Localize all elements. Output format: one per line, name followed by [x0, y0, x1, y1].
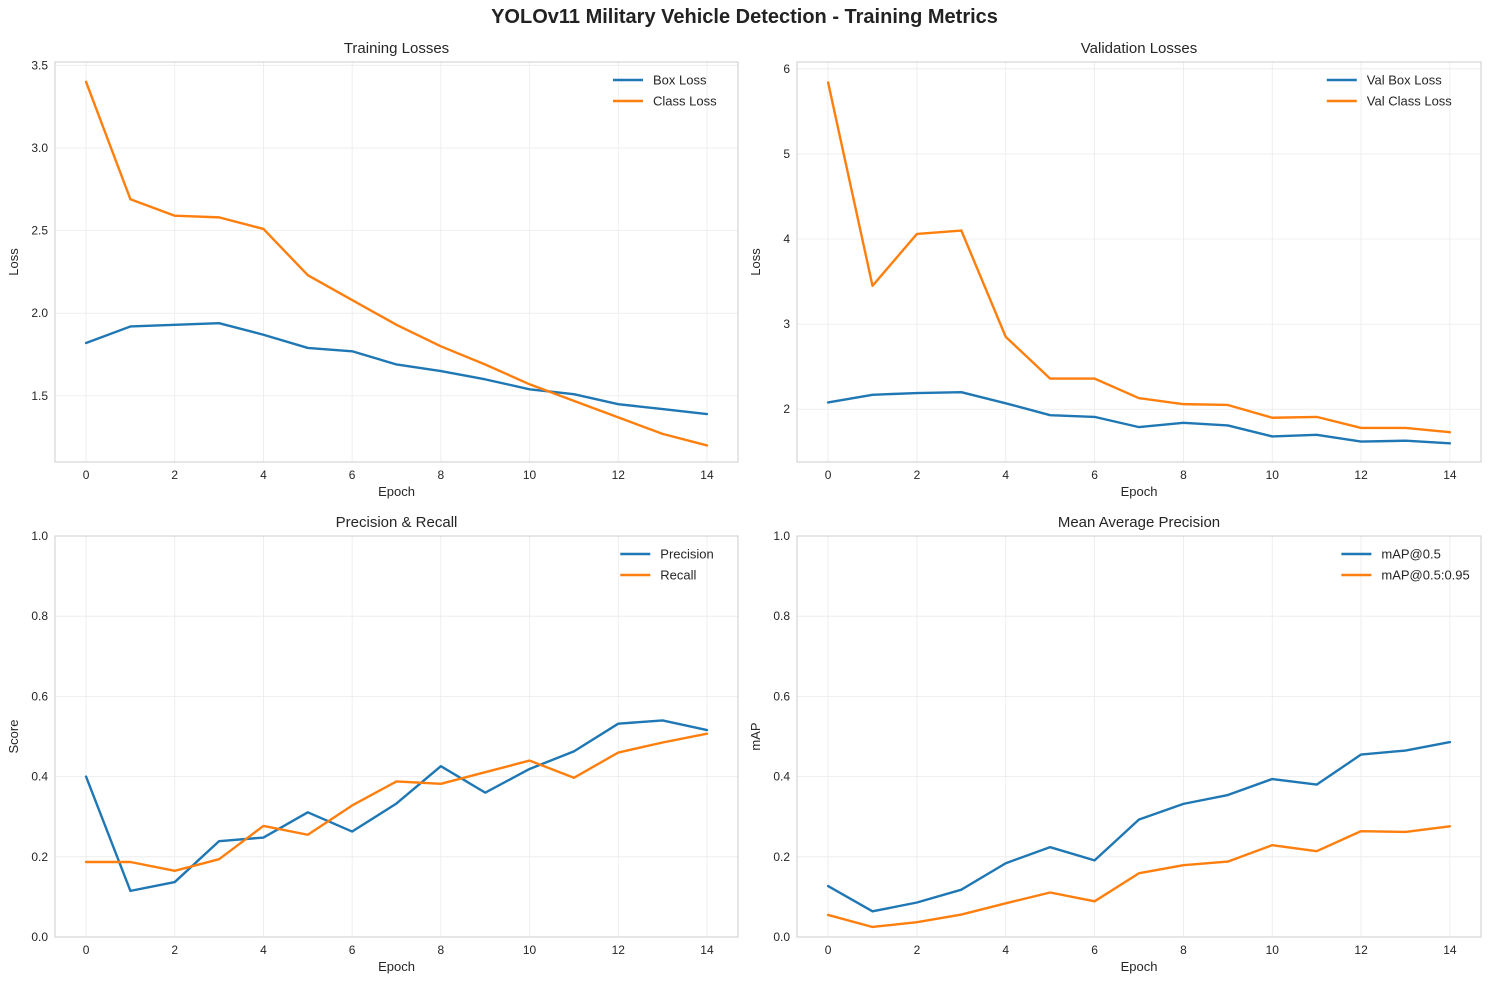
y-tick-label: 2.5 [31, 224, 48, 238]
y-tick-label: 1.5 [31, 389, 48, 403]
chart-title: Validation Losses [1081, 40, 1197, 57]
x-tick-label: 6 [349, 468, 356, 482]
x-tick-label: 4 [260, 468, 267, 482]
y-tick-label: 1.0 [31, 529, 48, 543]
chart-title: Mean Average Precision [1058, 514, 1220, 531]
x-tick-label: 12 [1354, 943, 1368, 957]
chart-panel-4: 0 2 4 6 8 10 12 14 0.0 0.2 0.4 0.6 0.8 1.0 Mean Averag… [748, 514, 1482, 974]
legend-label: Recall [660, 568, 696, 583]
y-axis-label: Loss [6, 248, 21, 276]
series-line-2 [84, 732, 709, 873]
plot-frame [54, 61, 739, 463]
y-tick-label: 1.0 [773, 529, 790, 543]
chart-panel-3: 0 2 4 6 8 10 12 14 0.0 0.2 0.4 0.6 0.8 1.0 Precision &… [6, 514, 739, 974]
y-tick-label: 0.8 [31, 609, 48, 623]
x-tick-label: 14 [700, 943, 714, 957]
legend-label: mAP@0.5 [1381, 547, 1440, 562]
x-axis-label: Epoch [1121, 484, 1158, 499]
x-tick-label: 0 [83, 468, 90, 482]
legend-label: Precision [660, 547, 713, 562]
y-axis-label: mAP [748, 722, 763, 750]
y-tick-label: 0.0 [31, 930, 48, 944]
y-tick-label: 0.0 [773, 930, 790, 944]
series-line-1 [826, 740, 1452, 913]
legend: Val Box Loss Val Class Loss [1326, 73, 1453, 109]
series-line-2 [826, 825, 1452, 929]
y-tick-label: 3 [783, 317, 790, 331]
chart-panel-2: 0 2 4 6 8 10 12 14 2 3 4 5 6 Validation Losses Epoch Lo… [748, 40, 1482, 499]
x-tick-label: 12 [1354, 468, 1368, 482]
legend: mAP@0.5 mAP@0.5:0.95 [1341, 547, 1470, 583]
series-line-1 [84, 719, 709, 893]
x-tick-label: 12 [612, 943, 626, 957]
y-tick-label: 3.5 [31, 58, 48, 72]
legend: Box Loss Class Loss [613, 73, 717, 109]
plot-frame [54, 535, 739, 938]
y-tick-label: 0.6 [31, 689, 48, 703]
series-line-2 [84, 80, 709, 447]
figure-title: YOLOv11 Military Vehicle Detection - Tra… [491, 6, 998, 28]
x-tick-label: 14 [1443, 468, 1457, 482]
x-tick-label: 10 [523, 943, 537, 957]
x-tick-label: 0 [83, 943, 90, 957]
x-tick-label: 14 [700, 468, 714, 482]
y-tick-label: 2.0 [31, 306, 48, 320]
x-tick-label: 0 [825, 943, 832, 957]
plot-frame [796, 535, 1482, 938]
legend-label: Val Class Loss [1367, 94, 1453, 109]
x-tick-label: 10 [1266, 943, 1280, 957]
x-tick-label: 8 [438, 943, 445, 957]
y-tick-label: 4 [783, 232, 790, 246]
legend-label: mAP@0.5:0.95 [1381, 568, 1469, 583]
x-tick-label: 6 [349, 943, 356, 957]
y-tick-label: 3.0 [31, 141, 48, 155]
y-tick-label: 0.2 [773, 850, 790, 864]
x-tick-label: 8 [438, 468, 445, 482]
x-tick-label: 2 [914, 468, 921, 482]
chart-title: Precision & Recall [336, 514, 458, 531]
x-tick-label: 0 [825, 468, 832, 482]
legend: Precision Recall [620, 547, 714, 583]
x-axis-label: Epoch [378, 959, 415, 974]
y-axis-label: Score [6, 720, 21, 754]
x-tick-label: 4 [1002, 468, 1009, 482]
x-tick-label: 6 [1091, 468, 1098, 482]
x-tick-label: 2 [171, 468, 178, 482]
x-tick-label: 10 [1266, 468, 1280, 482]
y-tick-label: 0.6 [773, 689, 790, 703]
y-tick-label: 5 [783, 147, 790, 161]
y-tick-label: 0.4 [773, 770, 790, 784]
y-tick-label: 0.2 [31, 850, 48, 864]
series-line-1 [84, 321, 709, 416]
series-line-2 [826, 81, 1452, 434]
x-tick-label: 12 [612, 468, 626, 482]
chart-panel-1: 0 2 4 6 8 10 12 14 1.5 2.0 2.5 3.0 3.5 Training Losse… [6, 40, 739, 499]
x-axis-label: Epoch [1121, 959, 1158, 974]
x-tick-label: 14 [1443, 943, 1457, 957]
x-tick-label: 6 [1091, 943, 1098, 957]
legend-label: Box Loss [653, 73, 707, 88]
x-axis-label: Epoch [378, 484, 415, 499]
plot-frame [796, 61, 1482, 463]
x-tick-label: 10 [523, 468, 537, 482]
x-tick-label: 4 [260, 943, 267, 957]
y-axis-label: Loss [748, 248, 763, 276]
x-tick-label: 8 [1180, 468, 1187, 482]
y-tick-label: 0.8 [773, 609, 790, 623]
x-tick-label: 2 [171, 943, 178, 957]
y-tick-label: 0.4 [31, 770, 48, 784]
legend-label: Class Loss [653, 94, 717, 109]
legend-label: Val Box Loss [1367, 73, 1442, 88]
x-tick-label: 2 [914, 943, 921, 957]
chart-title: Training Losses [344, 40, 449, 57]
y-tick-label: 2 [783, 402, 790, 416]
y-tick-label: 6 [783, 62, 790, 76]
x-tick-label: 8 [1180, 943, 1187, 957]
series-line-1 [826, 391, 1452, 445]
x-tick-label: 4 [1002, 943, 1009, 957]
